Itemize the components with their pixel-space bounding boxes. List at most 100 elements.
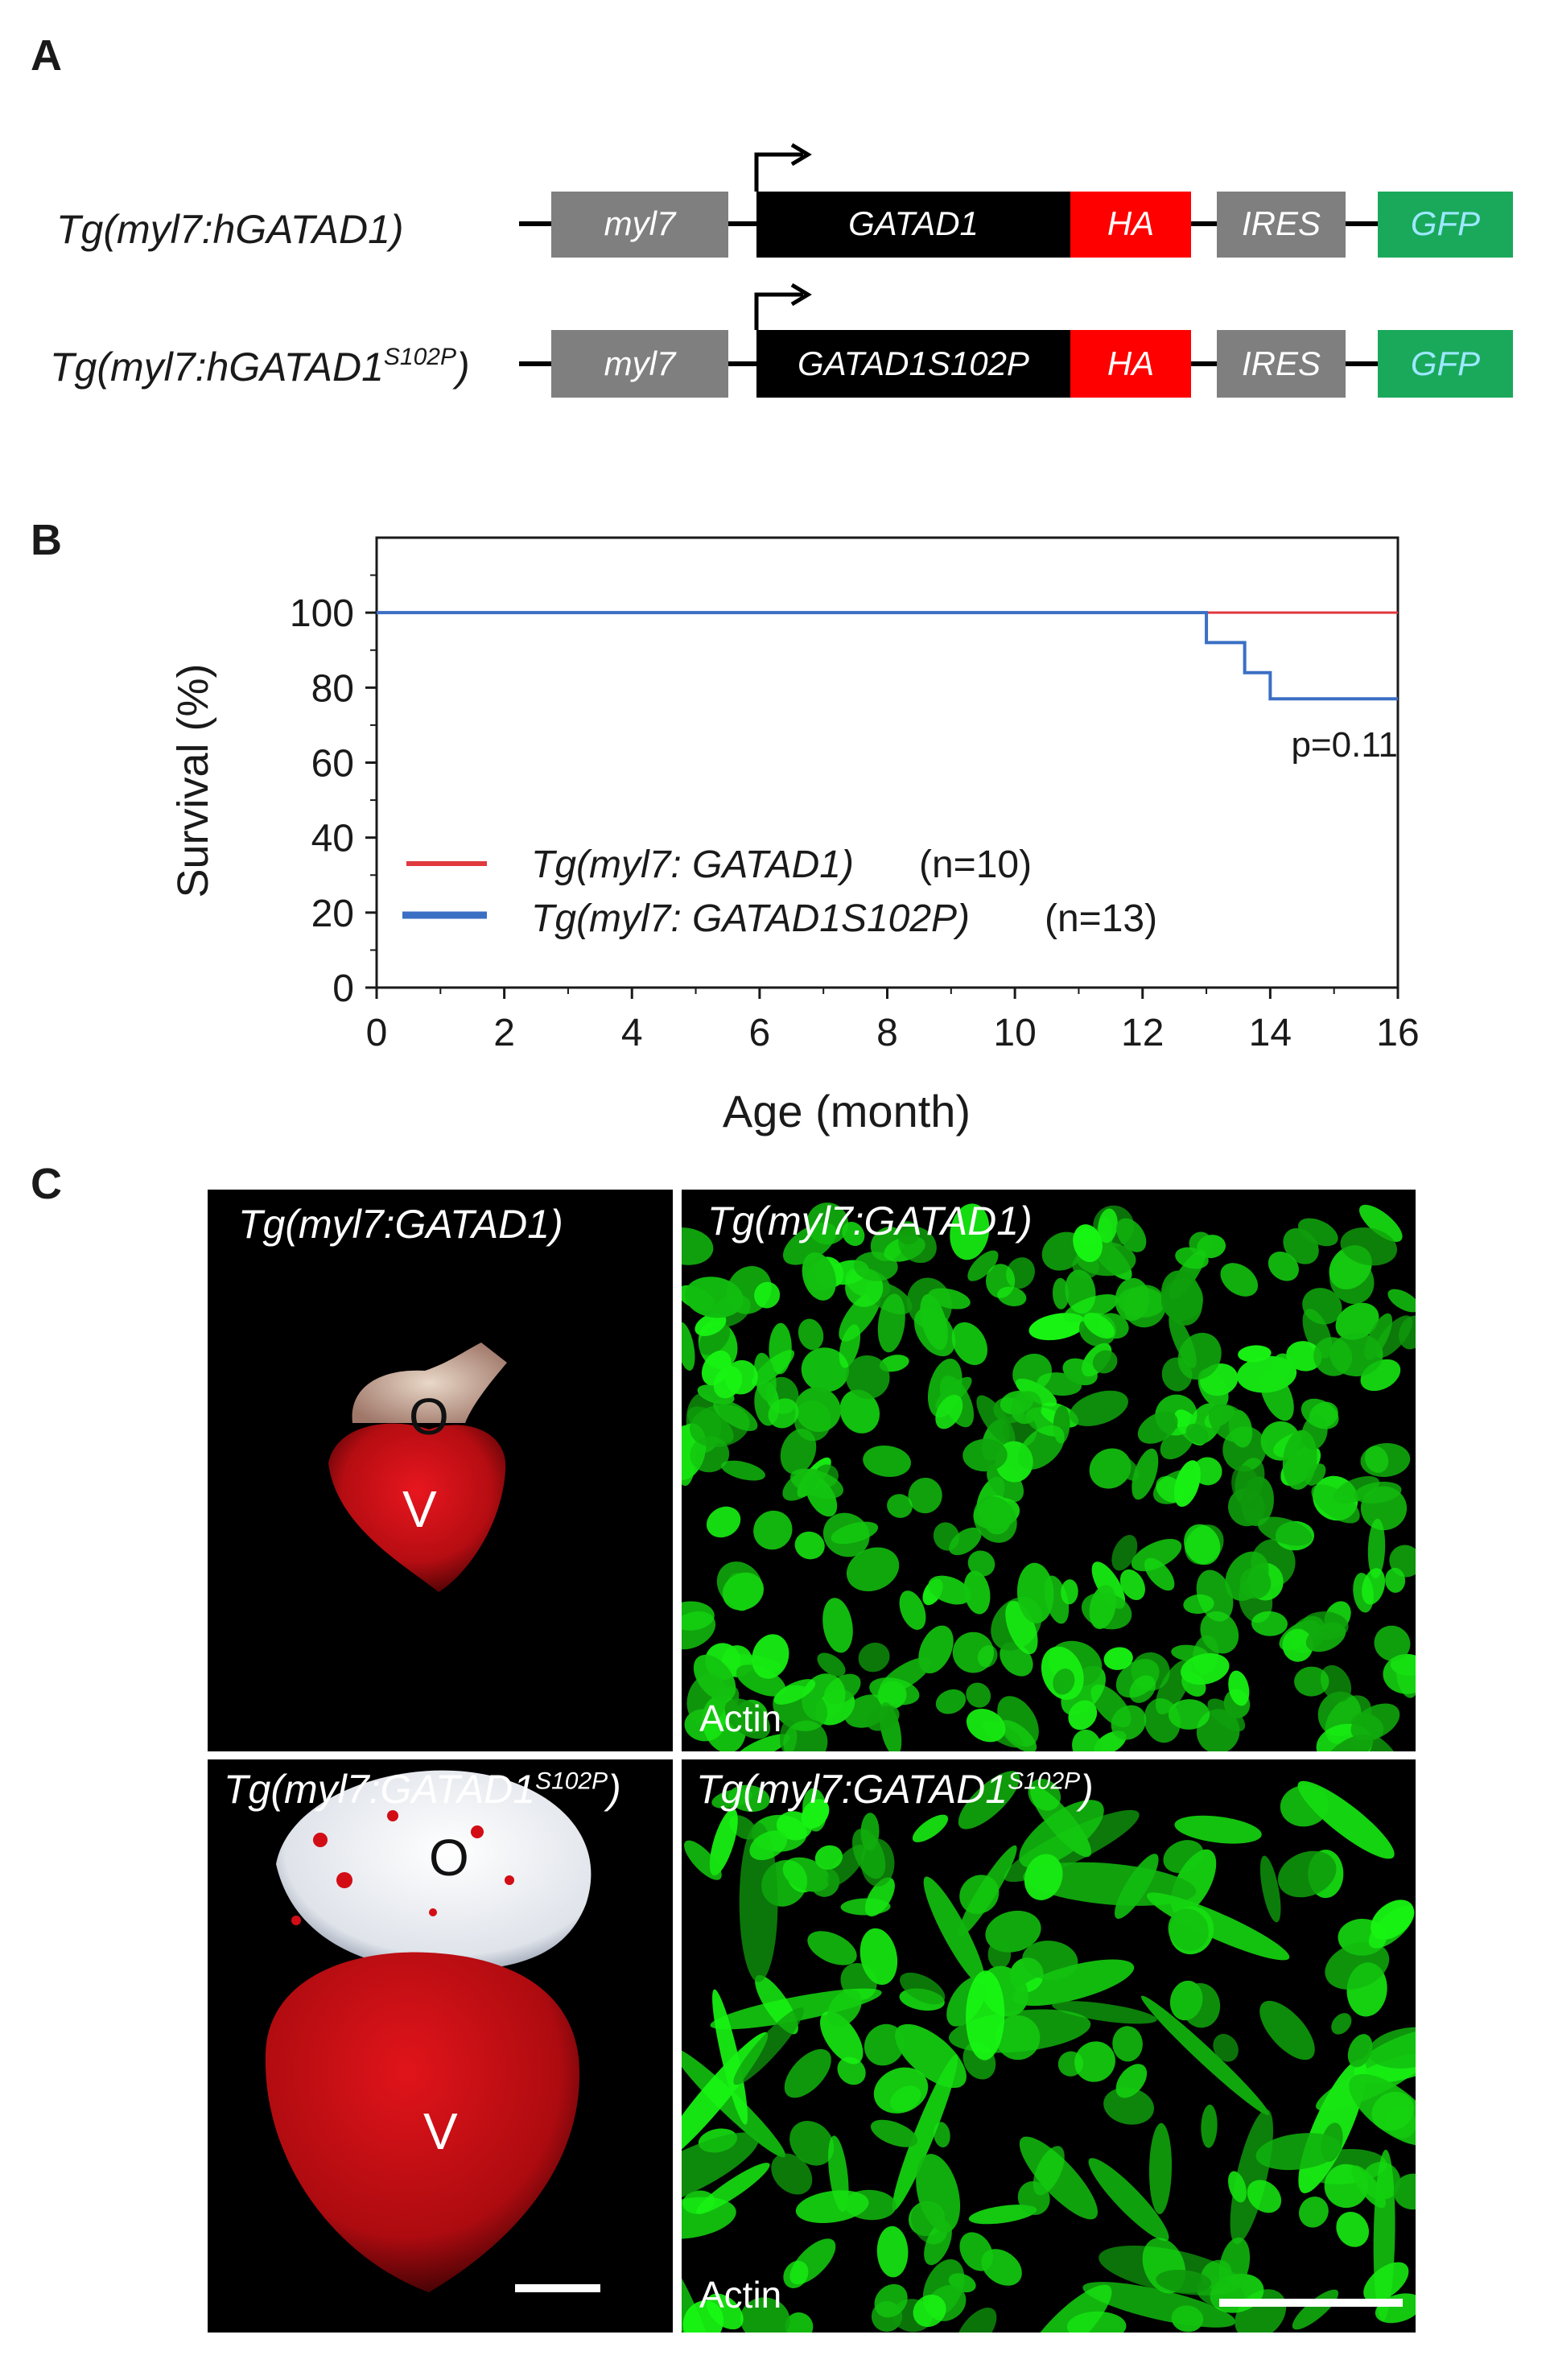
actin-fiber [807,1931,857,1965]
construct-2-gfp-box [1378,330,1513,398]
actin-fiber [1061,1579,1078,1605]
construct-1-gfp-text: GFP [1411,204,1480,242]
actin-fiber [957,1845,1017,1938]
heart-illustration-control [328,1343,507,1592]
ventricle-label-control: V [402,1480,437,1538]
actin-fiber [1171,2305,1204,2333]
x-axis-label: Age (month) [723,1086,971,1136]
construct-1-ires-text: IRES [1242,204,1321,242]
actin-fiber [1111,1705,1147,1740]
actin-fiber [1066,2311,1127,2333]
actin-fiber [1111,1535,1138,1571]
actin-fiber [934,2122,950,2148]
actin-fiber [877,1293,905,1353]
actin-fiber [1374,1625,1411,1661]
actin-fiber [706,1506,741,1538]
actin-fiber [1299,2196,1329,2228]
legend-n-series-1: (n=10) [919,844,1032,886]
actin-fiber [1189,1231,1213,1256]
actin-fiber [1177,1332,1222,1380]
actin-fiber [955,2308,997,2333]
actin-fiber [1129,1675,1156,1703]
actin-fiber [826,1989,862,2027]
actin-fiber [793,1400,831,1442]
actin-fiber [817,1652,846,1677]
actin-fiber [736,1734,790,1751]
actin-fiber [1228,1670,1250,1706]
actin-fiber [684,1840,722,1880]
x-tick-label: 4 [621,1012,643,1054]
heart-photo-control: Tg(myl7:GATAD1) O V [208,1190,673,1751]
scale-bar-right [1219,2299,1403,2307]
actin-fiber [1282,1628,1313,1662]
x-tick-label: 2 [493,1012,515,1054]
actin-fiber [749,1830,788,1861]
actin-fiber [753,1510,793,1550]
actin-fiber [1053,1668,1075,1695]
construct-1-myl7-text: myl7 [604,204,677,242]
actin-fiber [1174,1815,1262,1844]
x-tick-label: 16 [1376,1012,1419,1054]
construct-1-gene-box [756,192,1070,258]
actin-fiber [721,1460,765,1481]
actin-fiber [682,2048,785,2158]
actin-fiber [1259,2000,1315,2060]
actin-fiber [1019,1800,1104,1868]
actin-fiber [728,1784,770,1813]
actin-fiber [1218,2237,1251,2293]
actin-fiber [840,1898,891,1916]
actin-fiber [966,1708,1006,1743]
heart-photo-mutant-label: Tg(myl7:GATAD1S102P) [224,1767,621,1812]
actin-fiber [1011,1391,1042,1425]
actin-fiber [1251,1611,1288,1636]
construct-2-ha-box [1070,330,1191,398]
construct-2-myl7-box [551,330,728,398]
actin-fiber [739,1822,778,1982]
actin-fiber [1364,1313,1393,1360]
actin-fiber [1018,1425,1065,1470]
legend-n-series-2: (n=13) [1045,897,1157,940]
actin-fiber [1336,2212,1370,2247]
actin-fiber [846,1547,900,1592]
actin-fiber [682,1322,695,1371]
actin-fiber [783,2260,809,2288]
heart-photo-control-label: Tg(myl7:GATAD1) [238,1202,563,1247]
actin-fiber [916,2154,961,2233]
actin-fiber [1213,2034,1239,2062]
actin-fiber [968,2205,1037,2225]
construct-2-gene-box [756,330,1070,398]
actin-fiber [789,2121,835,2166]
y-axis-ticks: 0 20 40 60 80 100 [290,574,377,1010]
actin-fiber [1168,1908,1209,1951]
actin-fiber [783,1720,828,1751]
actin-fiber [895,2023,967,2089]
actin-fiber [795,2190,869,2224]
actin-fiber [1185,1423,1209,1445]
construct-2-label: Tg(myl7:hGATAD1S102P) [50,344,470,390]
actin-fiber [1012,1353,1053,1392]
actin-fiber [864,2023,905,2066]
actin-fiber [1156,1475,1184,1503]
actin-fiber [839,1324,861,1368]
actin-fiber [1073,1224,1103,1263]
actin-fiber [736,1664,786,1697]
actin-fiber [1387,1289,1416,1313]
actin-fiber [1092,1350,1118,1374]
actin-fiber [1116,1218,1147,1252]
actin-fiber [1313,1337,1353,1376]
construct-1-label: Tg(myl7:hGATAD1) [56,207,404,252]
actin-fiber [867,1706,900,1731]
heart-illustration-mutant [265,1770,600,2292]
actin-fiber [842,1222,865,1246]
actin-fiber [928,1575,971,1605]
actin-fiber [959,2232,993,2271]
actin-stain-mutant: Tg(myl7:GATAD1S102P) Actin [682,1759,1416,2333]
actin-fiber [1259,1855,1281,1923]
construct-1-promoter-arrow [754,142,812,192]
actin-fiber [951,1322,987,1365]
series-line-2 [377,611,1398,701]
actin-fiber [1103,2087,1155,2125]
actin-fiber [1238,1345,1272,1363]
legend-label-series-2: Tg(myl7: GATAD1S102P) [531,897,970,940]
